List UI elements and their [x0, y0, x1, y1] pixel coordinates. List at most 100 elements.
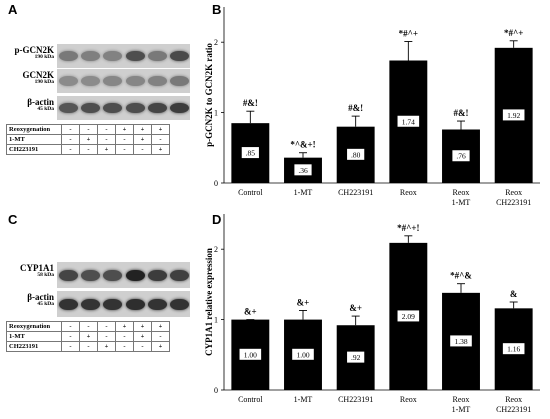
blot-protein-name: β-actin — [27, 292, 54, 302]
condition-row: CH223191- - + - - + — [6, 341, 170, 352]
value-label: 1.16 — [507, 345, 520, 354]
condition-row: Reoxygenation - - - + + + — [6, 321, 170, 332]
blot-protein-name: CYP1A1 — [20, 263, 54, 273]
blot-strip-1 — [57, 262, 190, 288]
blot-label-1: p-GCN2K 190 kDa — [0, 45, 54, 61]
category-label: Reox — [400, 188, 417, 197]
value-label: .85 — [246, 149, 256, 158]
y-tick-label: 1 — [214, 109, 218, 118]
value-label-box — [292, 348, 314, 360]
panel-c-letter: C — [8, 212, 18, 227]
blot-strip-1 — [57, 44, 190, 68]
blot-band — [169, 269, 189, 281]
blot-strip-2 — [57, 69, 190, 93]
value-label-box — [502, 343, 525, 355]
condition-table: Reoxygenation - - - + + +1-MT - + - - + - CH223191- - +… — [6, 124, 170, 155]
value-label-box — [239, 348, 262, 360]
y-tick-label: 0 — [214, 179, 218, 188]
blot-label-2: β-actin 45 kDa — [0, 292, 54, 308]
value-label: 1.74 — [402, 117, 415, 126]
y-axis-label: p-GCN2K to GCN2K ratio — [204, 43, 214, 147]
category-label: Reox — [400, 395, 417, 404]
significance-label: *#^+ — [399, 28, 418, 38]
value-label-box — [347, 148, 365, 160]
value-label-box — [294, 164, 312, 176]
blot-band — [125, 51, 145, 62]
blot-band — [125, 269, 145, 281]
category-label: Reox — [505, 395, 522, 404]
blot-band — [125, 298, 145, 310]
blot-band — [103, 76, 123, 87]
blot-band — [147, 51, 167, 62]
blot-band — [59, 51, 79, 62]
category-label: 1-MT — [452, 198, 471, 207]
value-label-box — [347, 351, 365, 363]
value-label-box — [397, 310, 420, 322]
panel-letter: B — [212, 2, 221, 17]
blot-band — [169, 103, 189, 114]
y-tick-label: 0 — [214, 386, 218, 395]
condition-row: 1-MT - + - - + - — [6, 134, 170, 145]
chart-b: Bp-GCN2K to GCN2K ratio 0 1 2 .85 #&! Control.… — [204, 2, 540, 207]
significance-label: *#^+! — [397, 223, 419, 233]
blot-kda: 190 kDa — [34, 54, 54, 61]
blot-band — [125, 76, 145, 87]
significance-label: &+ — [297, 297, 310, 307]
category-label: Reox — [505, 188, 522, 197]
value-label: .36 — [298, 166, 308, 175]
blot-kda: 58 kDa — [37, 272, 54, 279]
blot-label-2: GCN2K 190 kDa — [0, 70, 55, 86]
significance-label: *^&+! — [290, 140, 315, 150]
blot-label-1: CYP1A1 58 kDa — [0, 263, 54, 279]
blot-strip-2 — [57, 291, 190, 317]
category-label: 1-MT — [294, 395, 313, 404]
value-label: .76 — [456, 152, 466, 161]
value-label-box — [450, 335, 472, 347]
blot-band — [147, 269, 167, 281]
blot-band — [103, 103, 123, 114]
y-tick-label: 2 — [214, 245, 218, 254]
value-label: .92 — [351, 353, 361, 362]
condition-mark: + — [151, 144, 170, 155]
panel-letter: D — [212, 212, 221, 227]
category-label: CH223191 — [338, 188, 373, 197]
significance-label: &+ — [349, 303, 362, 313]
significance-label: #&! — [348, 103, 363, 113]
significance-label: & — [510, 289, 518, 299]
significance-label: &+ — [244, 307, 257, 317]
category-label: CH223191 — [496, 198, 531, 207]
category-label: CH223191 — [338, 395, 373, 404]
condition-mark: + — [151, 341, 170, 352]
panel-a-letter: A — [8, 2, 18, 17]
blot-band — [59, 269, 79, 281]
value-label: 1.00 — [296, 350, 309, 359]
category-label: Reox — [453, 188, 470, 197]
value-label-box — [241, 147, 259, 159]
blot-band — [103, 298, 123, 310]
value-label: 1.00 — [244, 350, 257, 359]
blot-band — [169, 298, 189, 310]
blot-protein-name: p-GCN2K — [14, 45, 54, 55]
blot-kda: 190 kDa — [34, 79, 54, 86]
blot-band — [81, 51, 101, 62]
value-label: 1.38 — [454, 337, 467, 346]
value-label-box — [397, 115, 420, 127]
blot-protein-name: GCN2K — [22, 70, 55, 80]
condition-row: CH223191- - + - - + — [6, 144, 170, 155]
blot-band — [59, 76, 79, 87]
blot-band — [81, 269, 101, 281]
category-label: Reox — [453, 395, 470, 404]
blot-band — [103, 51, 123, 62]
value-label: .80 — [351, 150, 361, 159]
condition-table: Reoxygenation - - - + + +1-MT - + - - + - CH223191- - +… — [6, 321, 170, 352]
blot-band — [125, 103, 145, 114]
significance-label: #&! — [454, 108, 469, 118]
blot-kda: 45 kDa — [37, 106, 54, 113]
blot-band — [81, 298, 101, 310]
y-tick-label: 2 — [214, 38, 218, 47]
blot-band — [147, 103, 167, 114]
y-tick-label: 1 — [214, 316, 218, 325]
blot-strip-3 — [57, 96, 190, 120]
blot-protein-name: β-actin — [27, 97, 54, 107]
